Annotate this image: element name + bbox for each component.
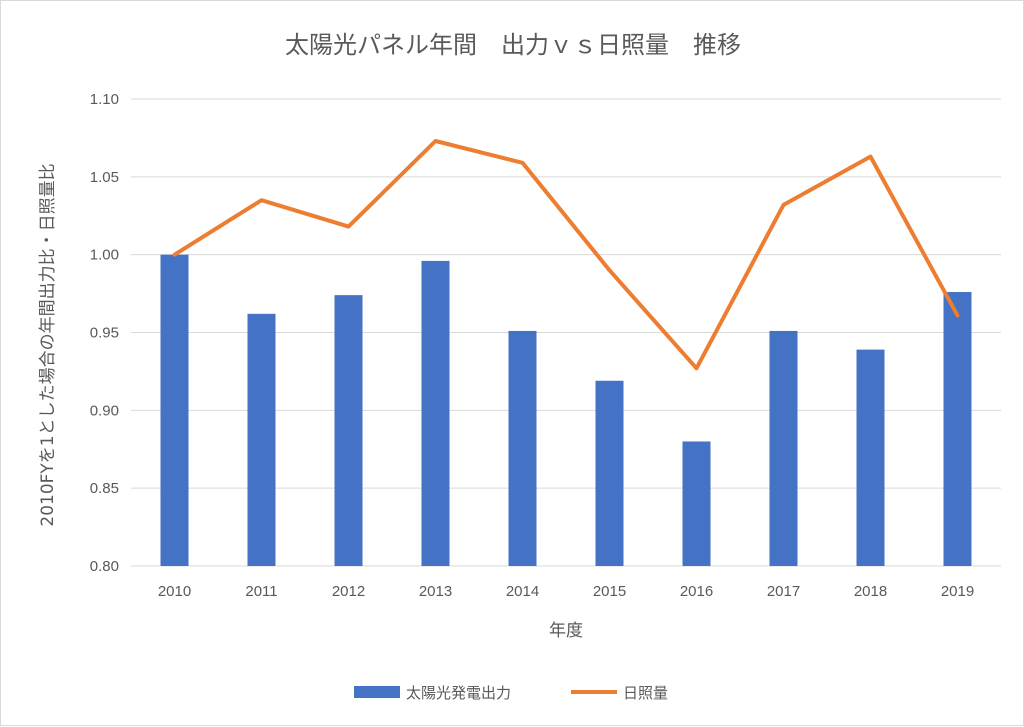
bar [247,313,276,566]
legend: 太陽光発電出力 日照量 [354,684,668,702]
y-axis-ticks: 0.80 0.85 0.90 0.95 1.00 1.05 1.10 [90,91,119,575]
x-tick-label: 2010 [158,583,191,600]
y-tick-label: 0.85 [90,480,119,497]
x-axis-ticks: 2010 2011 2012 2013 2014 2015 2016 2017 2018 2019 [158,583,974,600]
bar [334,295,363,566]
y-tick-label: 0.95 [90,325,119,342]
y-axis-label: 2010FYを1とした場合の年間出力比・日照量比 [38,163,58,526]
bar [856,349,885,566]
bar [508,330,537,566]
bar [160,254,189,566]
line-series-path [172,139,960,371]
y-tick-label: 1.00 [90,247,119,264]
x-tick-label: 2013 [419,583,452,600]
bar [943,292,972,566]
x-tick-label: 2017 [767,583,800,600]
y-tick-label: 0.90 [90,402,119,419]
y-tick-label: 1.05 [90,169,119,186]
bar-series [160,254,972,566]
bar [682,441,711,566]
legend-label-line: 日照量 [623,684,668,702]
chart-title: 太陽光パネル年間 出力ｖｓ日照量 推移 [285,31,741,59]
x-axis-label: 年度 [549,621,583,641]
x-tick-label: 2016 [680,583,713,600]
y-tick-label: 0.80 [90,558,119,575]
y-tick-label: 1.10 [90,91,119,108]
x-tick-label: 2019 [941,583,974,600]
gridlines [131,98,1001,567]
x-tick-label: 2018 [854,583,887,600]
bar [421,260,450,566]
line-series [172,139,960,371]
bar [595,380,624,566]
x-tick-label: 2011 [245,583,277,600]
legend-swatch-bar [354,686,400,698]
legend-label-bar: 太陽光発電出力 [406,684,511,702]
x-tick-label: 2012 [332,583,365,600]
bar [769,330,798,566]
x-tick-label: 2014 [506,583,539,600]
x-tick-label: 2015 [593,583,626,600]
